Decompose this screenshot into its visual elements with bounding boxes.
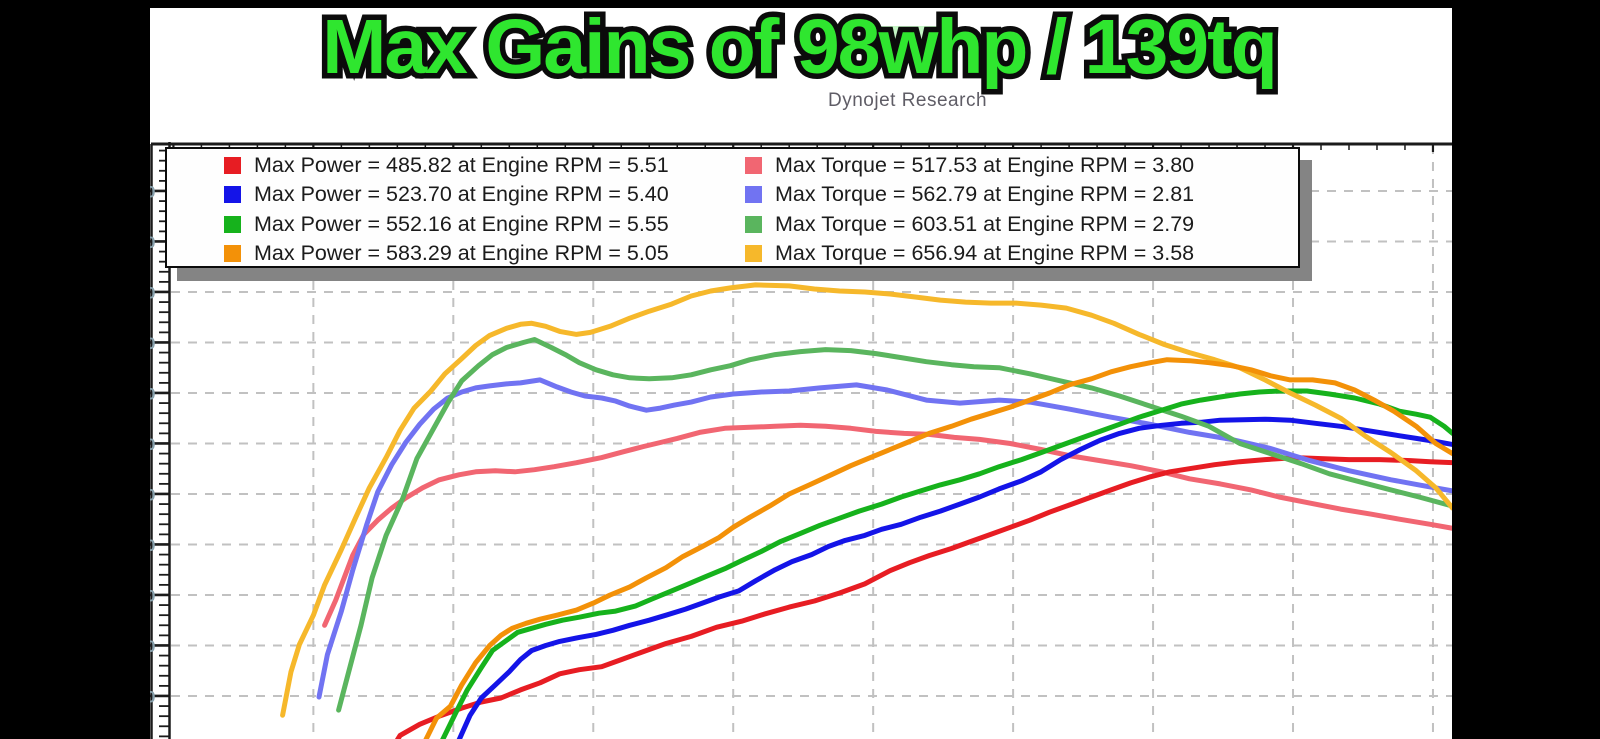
cropped-y-tick-label: 0	[146, 485, 155, 504]
run1_torque-curve	[322, 422, 1452, 628]
run4_power-curve	[423, 357, 1452, 739]
legend-swatch	[224, 215, 241, 233]
legend-swatch	[224, 186, 241, 204]
legend-label: Max Torque = 656.94 at Engine RPM = 3.58	[775, 241, 1195, 266]
cropped-y-tick-label: 0	[146, 435, 155, 454]
cropped-y-tick-label: 0	[146, 283, 155, 302]
legend-swatch	[745, 215, 762, 233]
dynojet-watermark: Dynojet Research	[828, 90, 988, 111]
legend-entry: Max Power = 523.70 at Engine RPM = 5.40	[224, 180, 669, 209]
legend-swatch	[224, 245, 241, 263]
legend-label: Max Power = 552.16 at Engine RPM = 5.55	[254, 211, 669, 236]
title-highlight-strip	[868, 26, 960, 52]
legend-label: Max Torque = 562.79 at Engine RPM = 2.81	[775, 182, 1195, 207]
legend-entry: Max Power = 485.82 at Engine RPM = 5.51	[224, 151, 669, 180]
cropped-y-tick-label: 0	[146, 586, 155, 605]
cropped-y-tick-label: 0	[146, 233, 155, 252]
run4_torque-curve	[280, 282, 1452, 718]
cropped-y-tick-label: 0	[146, 536, 155, 555]
page-title-text: Max Gains of 98whp / 139tq	[322, 4, 1278, 90]
legend-entry: Max Torque = 656.94 at Engine RPM = 3.58	[745, 239, 1194, 268]
legend-swatch	[745, 245, 762, 263]
legend-label: Max Power = 583.29 at Engine RPM = 5.05	[254, 241, 669, 266]
letterbox-left-bar	[0, 0, 150, 739]
legend-entry: Max Torque = 517.53 at Engine RPM = 3.80	[745, 151, 1194, 180]
legend-column-power: Max Power = 485.82 at Engine RPM = 5.51 M…	[224, 151, 669, 268]
legend-label: Max Torque = 603.51 at Engine RPM = 2.79	[775, 211, 1195, 236]
legend-entry: Max Torque = 562.79 at Engine RPM = 2.81	[745, 180, 1194, 209]
cropped-y-tick-label: 0	[146, 384, 155, 403]
run3_torque-curve	[336, 337, 1452, 713]
legend-label: Max Power = 523.70 at Engine RPM = 5.40	[254, 182, 669, 207]
legend-column-torque: Max Torque = 517.53 at Engine RPM = 3.80…	[745, 151, 1194, 268]
run1_power-curve	[394, 455, 1452, 739]
legend: Max Power = 485.82 at Engine RPM = 5.51 M…	[165, 147, 1300, 268]
page-title-outline: Max Gains of 98whp / 139tq	[317, 0, 1284, 96]
cropped-y-tick-label: 0	[146, 687, 155, 706]
cropped-y-tick-label: 0	[146, 334, 155, 353]
legend-label: Max Torque = 517.53 at Engine RPM = 3.80	[775, 153, 1195, 178]
legend-label: Max Power = 485.82 at Engine RPM = 5.51	[254, 153, 669, 178]
legend-entry: Max Torque = 603.51 at Engine RPM = 2.79	[745, 210, 1194, 239]
run3_power-curve	[440, 388, 1452, 739]
cropped-y-tick-label: 0	[146, 637, 155, 656]
legend-entry: Max Power = 552.16 at Engine RPM = 5.55	[224, 210, 669, 239]
letterbox-right-bar	[1452, 0, 1600, 739]
run2_power-curve	[456, 416, 1452, 739]
legend-entry: Max Power = 583.29 at Engine RPM = 5.05	[224, 239, 669, 268]
legend-swatch	[745, 157, 762, 175]
page-title: Max Gains of 98whp / 139tq Max Gains of …	[317, 0, 1284, 96]
cropped-y-tick-label: 0	[146, 182, 155, 201]
letterbox-top-bar	[0, 0, 1600, 8]
legend-swatch	[745, 186, 762, 204]
legend-swatch	[224, 157, 241, 175]
